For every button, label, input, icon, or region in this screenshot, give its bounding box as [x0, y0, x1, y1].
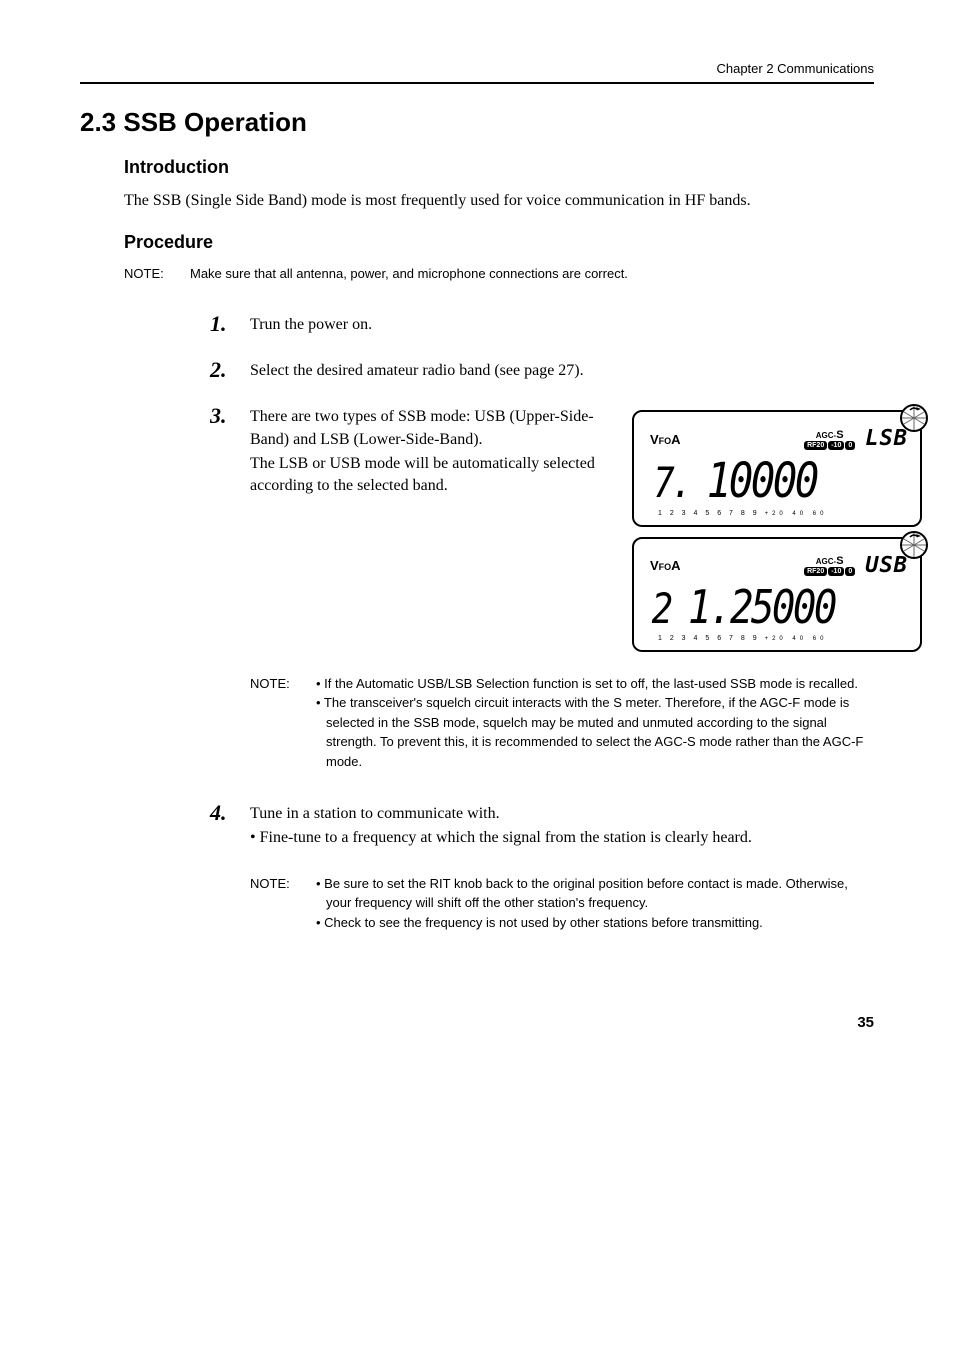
frequency-display: 2 1.25000: [650, 584, 908, 630]
page-number: 35: [80, 1012, 874, 1033]
step-3: 3. There are two types of SSB mode: USB …: [210, 404, 874, 651]
step-text: Select the desired amateur radio band (s…: [250, 358, 874, 382]
section-title: 2.3 SSB Operation: [80, 104, 874, 140]
step-4-text: Tune in a station to communicate with.: [250, 803, 874, 825]
rit-note: NOTE: • Be sure to set the RIT knob back…: [210, 874, 874, 933]
s-meter-scale: 1 2 3 4 5 6 7 8 9 +20 40 60: [650, 509, 908, 519]
step-3-para-2: The LSB or USB mode will be automaticall…: [250, 453, 612, 498]
step-number: 2.: [210, 358, 250, 382]
knob-icon: [898, 402, 930, 434]
step-number: 3.: [210, 404, 250, 428]
step-4: 4. Tune in a station to communicate with…: [210, 801, 874, 852]
introduction-text: The SSB (Single Side Band) mode is most …: [124, 190, 874, 212]
frequency-display: 7. 10000: [650, 457, 908, 505]
agc-indicators: AGC-S RF20 -10 0: [804, 430, 855, 450]
step-2: 2. Select the desired amateur radio band…: [210, 358, 874, 382]
step-number: 1.: [210, 312, 250, 336]
step-4-bullet: • Fine-tune to a frequency at which the …: [250, 827, 874, 849]
step-number: 4.: [210, 801, 250, 825]
agc-indicators: AGC-S RF20 -10 0: [804, 556, 855, 576]
note-bullet: • If the Automatic USB/LSB Selection fun…: [316, 674, 874, 694]
note-text: Make sure that all antenna, power, and m…: [190, 265, 874, 283]
note-label: NOTE:: [124, 265, 190, 283]
step-3-para-1: There are two types of SSB mode: USB (Up…: [250, 406, 612, 451]
knob-icon: [898, 529, 930, 561]
vfo-indicator: VFOA: [650, 431, 681, 449]
introduction-heading: Introduction: [124, 155, 874, 180]
note-label: NOTE:: [250, 674, 316, 772]
lcd-display-lsb: VFOA AGC-S RF20 -10 0: [632, 410, 922, 527]
chapter-header: Chapter 2 Communications: [80, 60, 874, 84]
procedure-note: NOTE: Make sure that all antenna, power,…: [124, 265, 874, 283]
vfo-indicator: VFOA: [650, 557, 681, 575]
step-1: 1. Trun the power on.: [210, 312, 874, 336]
lcd-display-usb: VFOA AGC-S RF20 -10 0: [632, 537, 922, 652]
note-bullet: • The transceiver's squelch circuit inte…: [316, 693, 874, 771]
lcd-displays: VFOA AGC-S RF20 -10 0: [632, 406, 922, 651]
step-text: Trun the power on.: [250, 312, 874, 336]
s-meter-scale: 1 2 3 4 5 6 7 8 9 +20 40 60: [650, 634, 908, 644]
note-label: NOTE:: [250, 874, 316, 933]
note-bullet: • Check to see the frequency is not used…: [316, 913, 874, 933]
ssb-mode-note: NOTE: • If the Automatic USB/LSB Selecti…: [210, 674, 874, 772]
procedure-heading: Procedure: [124, 230, 874, 255]
note-bullet: • Be sure to set the RIT knob back to th…: [316, 874, 874, 913]
